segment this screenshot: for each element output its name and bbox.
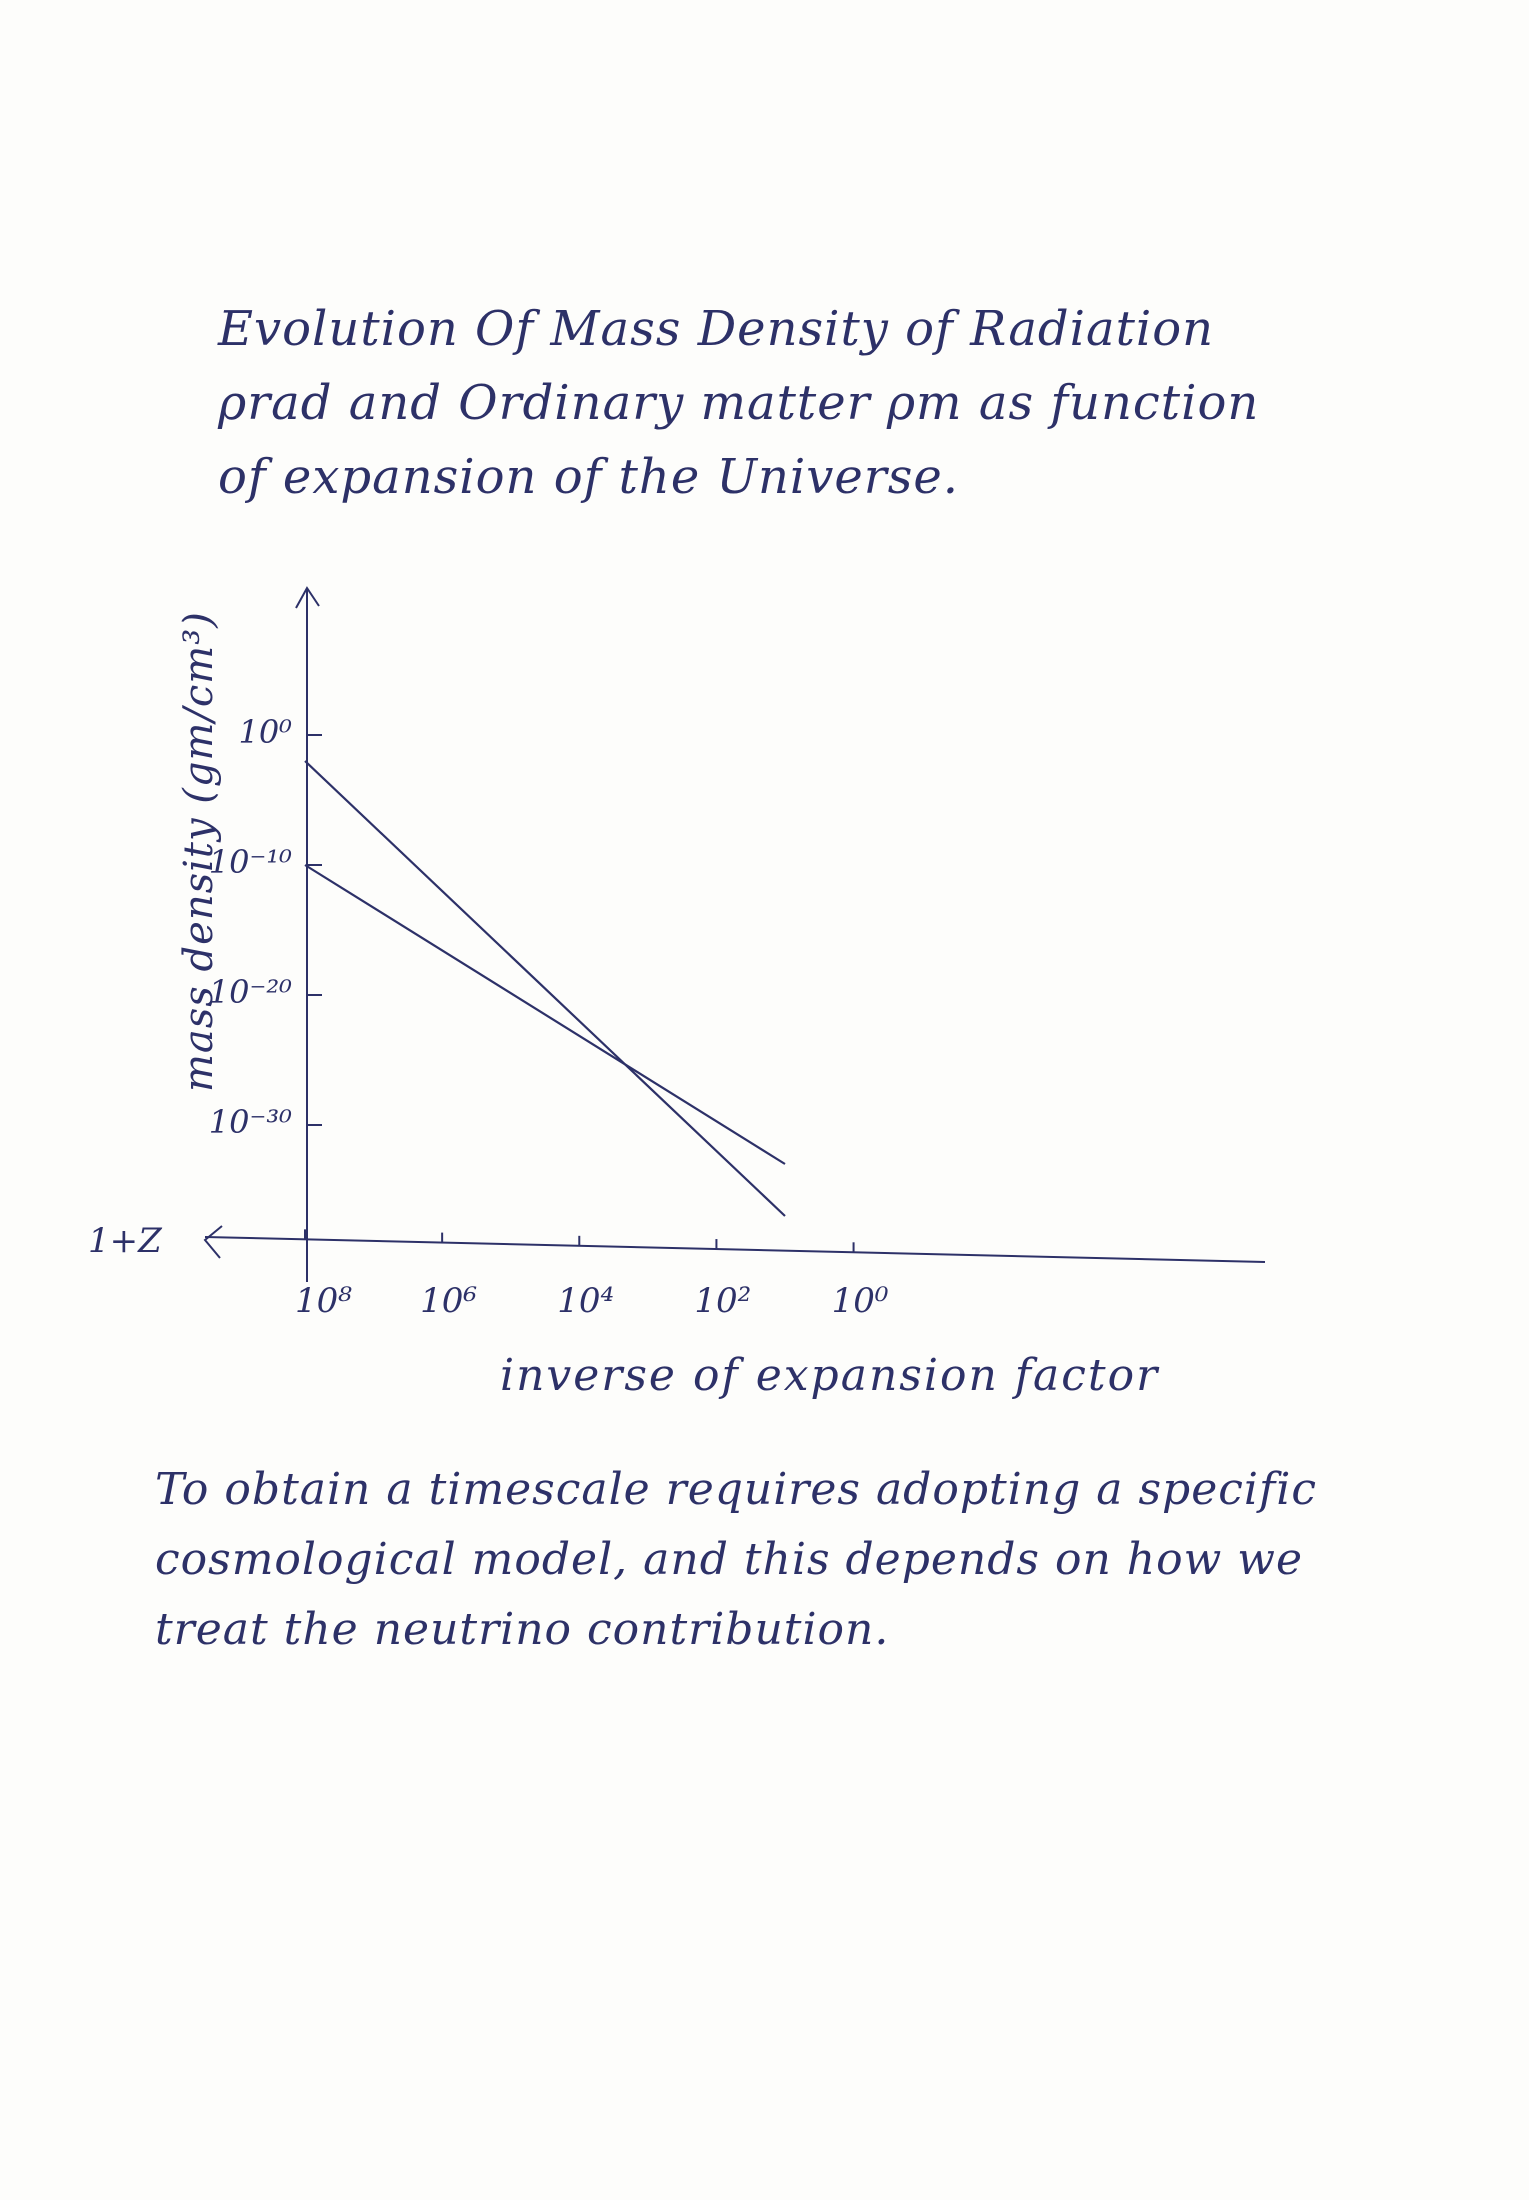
axes bbox=[203, 586, 1266, 1282]
ticks bbox=[304, 734, 855, 1253]
body-paragraph: To obtain a timescale requires adopting … bbox=[155, 1464, 1317, 1655]
x-tick-label: 10² bbox=[694, 1281, 751, 1321]
y-tick-label: 10⁻²⁰ bbox=[209, 973, 292, 1011]
series-line bbox=[304, 864, 786, 1165]
y-tick-label: 10⁻¹⁰ bbox=[209, 843, 292, 881]
x-tick-label: 10⁶ bbox=[420, 1281, 477, 1321]
x-axis-label: inverse of expansion factor bbox=[500, 1350, 1160, 1401]
x-axis-line bbox=[204, 1236, 1266, 1263]
x-tick-label: 10⁴ bbox=[557, 1281, 614, 1321]
x-tick-label: 10⁸ bbox=[295, 1281, 352, 1321]
series-line bbox=[304, 760, 786, 1217]
x-secondary-axis-label: 1+Z bbox=[88, 1221, 163, 1261]
series bbox=[304, 760, 786, 1217]
y-tick-label: 10⁻³⁰ bbox=[209, 1103, 292, 1141]
x-tick-label: 10⁰ bbox=[832, 1281, 889, 1321]
x-axis-arrow bbox=[203, 1225, 223, 1259]
y-axis-label: mass density (gm/cm³) bbox=[176, 611, 222, 1092]
y-tick-label: 10⁰ bbox=[238, 713, 292, 751]
y-axis-arrow bbox=[295, 586, 320, 609]
chart-title: Evolution Of Mass Density of Radiation ρ… bbox=[218, 301, 1260, 505]
chart: 10⁸ 10⁶ 10⁴ 10² 10⁰ 10⁰ 10⁻¹⁰ 10⁻²⁰ 10⁻³⁰ inverse… bbox=[88, 586, 1266, 1401]
labels: 10⁸ 10⁶ 10⁴ 10² 10⁰ 10⁰ 10⁻¹⁰ 10⁻²⁰ 10⁻³⁰ inverse… bbox=[88, 611, 1160, 1401]
